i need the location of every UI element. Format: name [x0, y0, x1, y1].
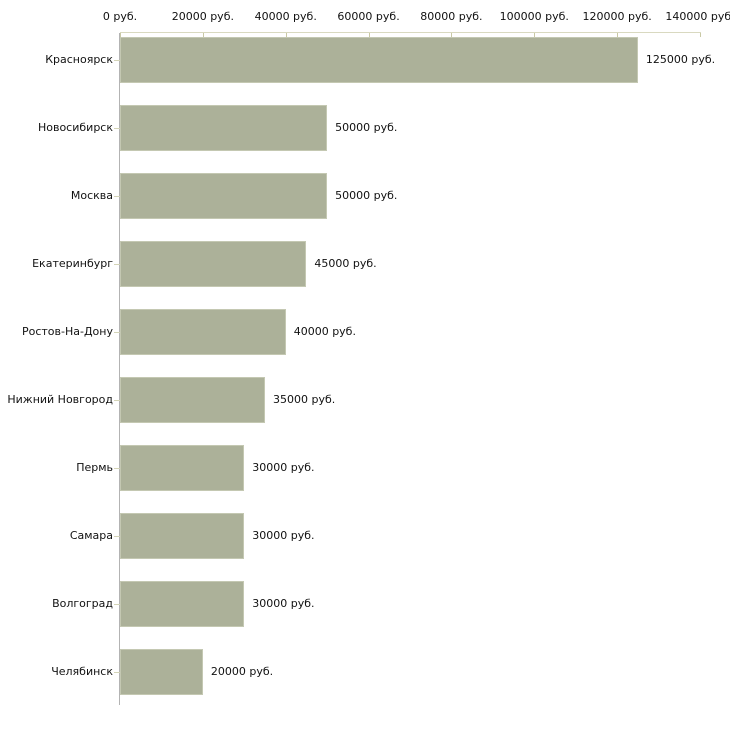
value-label: 50000 руб. — [335, 189, 398, 202]
x-axis-tick-label: 0 руб. — [102, 10, 138, 23]
bar — [120, 105, 328, 151]
x-axis-tick-mark — [534, 33, 536, 37]
x-axis-tick-mark — [700, 33, 701, 37]
x-axis-tick-mark — [120, 33, 121, 37]
bar — [120, 241, 307, 287]
x-axis-tick-mark — [285, 33, 287, 37]
bar — [120, 37, 638, 83]
top-axis-line — [120, 32, 701, 33]
category-tick-mark — [114, 536, 120, 537]
x-axis-tick-label: 100000 руб. — [499, 10, 569, 23]
bar — [120, 173, 328, 219]
category-tick-mark — [114, 60, 120, 61]
category-label: Самара — [69, 529, 113, 542]
bar — [120, 581, 245, 627]
x-axis-tick-label: 40000 руб. — [254, 10, 317, 23]
x-axis-tick-label: 140000 руб. — [665, 10, 730, 23]
bar — [120, 377, 265, 423]
category-tick-mark — [114, 332, 120, 333]
category-label: Москва — [70, 189, 113, 202]
category-tick-mark — [114, 400, 120, 401]
category-label: Пермь — [76, 461, 113, 474]
value-label: 20000 руб. — [210, 665, 274, 678]
category-tick-mark — [114, 672, 120, 673]
x-axis-tick-mark — [617, 33, 619, 37]
category-tick-mark — [114, 604, 120, 605]
bar — [120, 649, 203, 695]
x-axis-tick-mark — [451, 33, 453, 37]
x-axis-tick-mark — [202, 33, 204, 37]
category-label: Нижний Новгород — [7, 393, 113, 406]
value-label: 45000 руб. — [314, 257, 377, 270]
value-label: 30000 руб. — [252, 461, 315, 474]
x-axis-tick-label: 60000 руб. — [337, 10, 400, 23]
category-tick-mark — [114, 468, 120, 469]
value-label: 35000 руб. — [273, 393, 336, 406]
value-label: 30000 руб. — [252, 597, 315, 610]
value-label: 50000 руб. — [335, 121, 398, 134]
category-tick-mark — [114, 264, 120, 265]
category-label: Ростов-На-Дону — [21, 325, 113, 338]
value-label: 30000 руб. — [252, 529, 315, 542]
bar — [120, 513, 245, 559]
category-tick-mark — [114, 128, 120, 129]
value-label: 125000 руб. — [645, 53, 716, 66]
category-label: Новосибирск — [37, 121, 113, 134]
category-label: Челябинск — [51, 665, 113, 678]
bar — [120, 309, 286, 355]
category-label: Волгоград — [52, 597, 113, 610]
category-label: Красноярск — [45, 53, 113, 66]
x-axis-tick-label: 20000 руб. — [171, 10, 234, 23]
value-label: 40000 руб. — [293, 325, 356, 338]
x-axis-tick-label: 120000 руб. — [582, 10, 652, 23]
category-label: Екатеринбург — [32, 257, 113, 270]
category-axis-line — [119, 33, 120, 705]
x-axis-tick-mark — [368, 33, 370, 37]
x-axis-tick-label: 80000 руб. — [420, 10, 483, 23]
bar — [120, 445, 245, 491]
category-tick-mark — [114, 196, 120, 197]
